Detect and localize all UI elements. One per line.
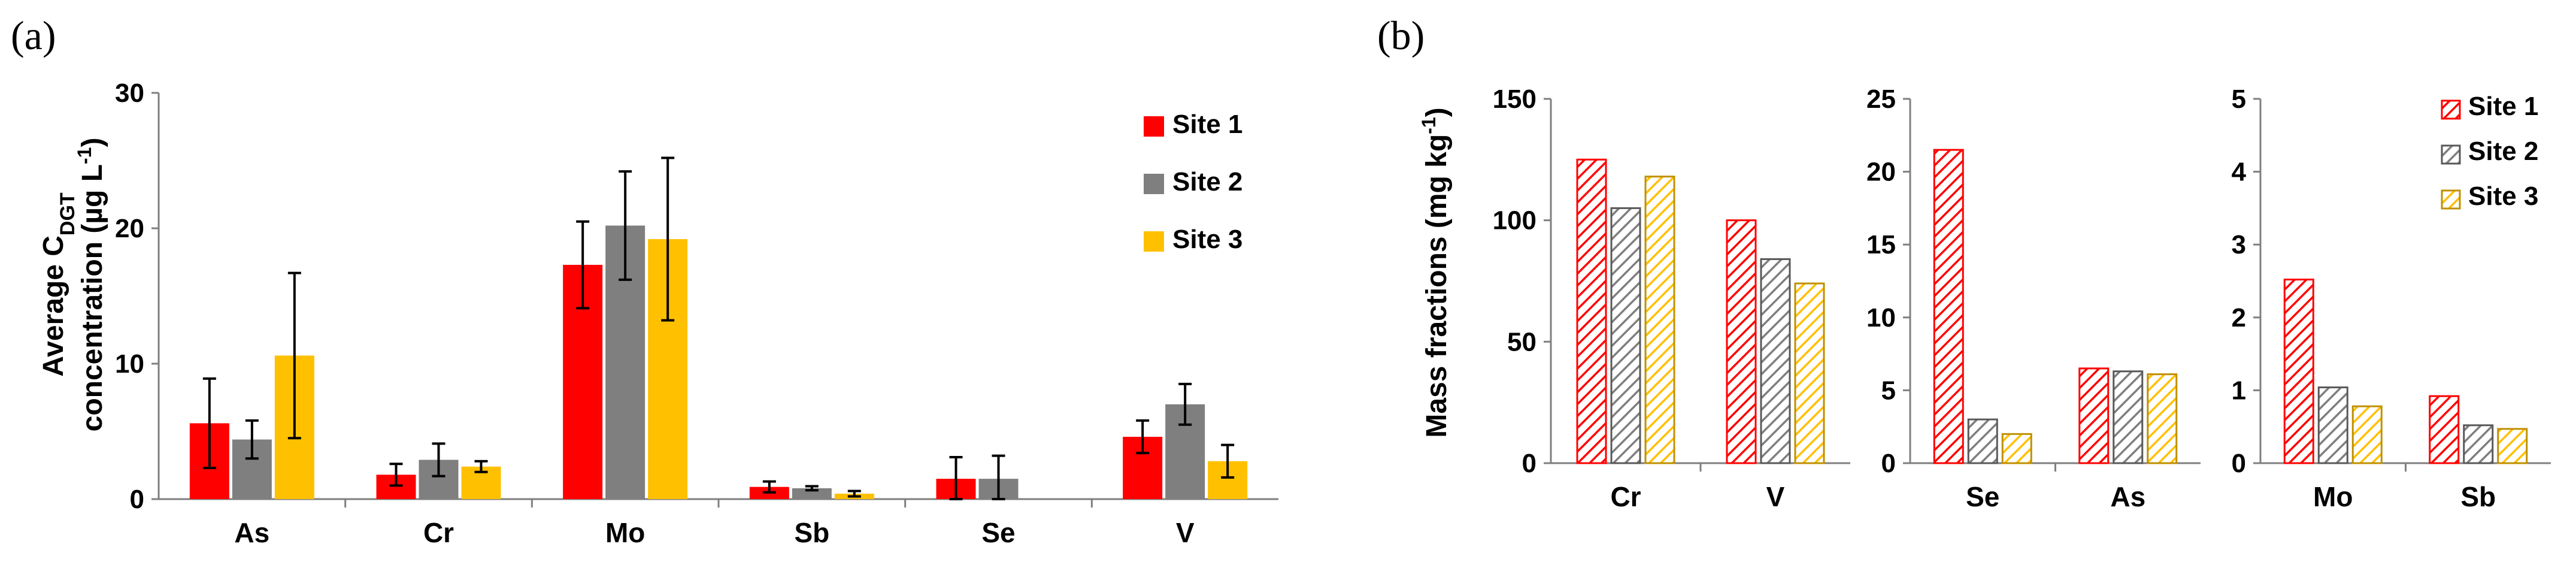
panel-a-category-As: As	[234, 517, 269, 548]
panel-a-ylabel-main: Average C	[38, 235, 69, 377]
panel-b3-bar-Sb-site2	[2463, 424, 2494, 464]
panel-a-legend-label-site2: Site 2	[1172, 167, 1242, 197]
panel-b1: 0 50 100 150 Cr V	[1493, 84, 1850, 512]
panel-b1-category-Cr: Cr	[1610, 481, 1641, 512]
panel-b1-category-V: V	[1766, 481, 1785, 512]
panel-b3-bar-Mo-site3	[2351, 405, 2383, 464]
panel-b1-bar-Cr-site1	[1576, 158, 1607, 464]
panel-b1-bar-V-site3	[1794, 282, 1825, 464]
panel-b3-bar-Sb-site1	[2429, 395, 2460, 464]
panel-b3-bar-Mo-site1	[2283, 279, 2314, 464]
panel-b-ylabel-main: Mass fractions (mg kg	[1421, 134, 1453, 438]
panel-b2-ytick-label: 15	[1866, 230, 1896, 259]
panel-b1-bar-Cr-site3	[1644, 176, 1675, 464]
panel-a-ylabel-line1: Average CDGT	[38, 192, 79, 377]
panel-a-ytick-label: 30	[115, 78, 144, 108]
panel-b-ylabel-sup: -1	[1418, 117, 1439, 134]
panel-a-category-Cr: Cr	[423, 517, 454, 548]
panel-b3: 0 1 2 3 4 5 Mo Sb Site 1 Site 2 Site 3	[2232, 84, 2551, 512]
panel-a-ylabel-conc: concentration (µg L	[77, 164, 108, 431]
panel-b1-ytick-label: 0	[1522, 449, 1536, 478]
panel-a-legend-swatch-site2	[1144, 174, 1164, 194]
panel-a-category-Mo: Mo	[605, 517, 645, 548]
panel-b3-legend-label-site3: Site 3	[2468, 182, 2538, 211]
panel-a-legend-swatch-site1	[1144, 116, 1164, 137]
panel-b3-legend-swatch-site1	[2441, 99, 2461, 120]
panel-a-category-Sb: Sb	[794, 517, 829, 548]
panel-b2-ytick-label: 5	[1881, 376, 1896, 405]
panel-b2-category-Se: Se	[1966, 481, 1999, 512]
panel-b3-ytick-label: 1	[2232, 376, 2246, 405]
panel-b3-legend-swatch-site2	[2441, 144, 2461, 165]
panel-a-ylabel-close: )	[77, 138, 108, 147]
panel-b-ylabel-close: )	[1421, 107, 1453, 117]
panel-b3-ytick-label: 5	[2232, 84, 2246, 114]
panel-b1-bar-Cr-site2	[1610, 207, 1641, 464]
panel-a-legend-label-site1: Site 1	[1172, 110, 1242, 139]
panel-b2-bar-Se-site2	[1967, 418, 1998, 464]
panel-b1-bar-V-site1	[1726, 219, 1757, 464]
panel-a-category-Se: Se	[981, 517, 1015, 548]
panel-b3-ytick-label: 3	[2232, 230, 2246, 259]
panel-b2-bar-Se-site3	[2001, 433, 2032, 464]
panel-b2-ytick-label: 0	[1881, 449, 1896, 478]
panel-b2-bar-As-site3	[2147, 373, 2178, 464]
panel-b3-legend-label-site1: Site 1	[2468, 92, 2538, 121]
panel-b3-ytick-label: 4	[2232, 158, 2247, 187]
panel-b1-ytick-label: 150	[1493, 84, 1536, 114]
panel-b2-ytick-label: 10	[1866, 303, 1896, 333]
panel-label-b: (b)	[1377, 13, 1425, 58]
panel-a-ytick-label: 20	[115, 214, 144, 243]
panel-b1-bar-V-site2	[1760, 258, 1791, 464]
panel-a-bar-Sb-site2	[792, 488, 832, 499]
panel-a-ylabel-line2: concentration (µg L-1)	[74, 138, 108, 432]
panel-b1-ytick-label: 100	[1493, 206, 1536, 235]
panel-a-legend-swatch-site3	[1144, 231, 1164, 252]
panel-b2-bar-As-site1	[2078, 367, 2110, 464]
panel-b3-ytick-label: 2	[2232, 303, 2246, 333]
panel-b3-bar-Sb-site3	[2497, 428, 2528, 464]
panel-b3-ytick-label: 0	[2232, 449, 2246, 478]
panel-a-legend-label-site3: Site 3	[1172, 225, 1242, 254]
panel-b2: 0 5 10 15 20 25 Se As	[1866, 84, 2201, 512]
panel-b3-category-Mo: Mo	[2313, 481, 2353, 512]
panel-a-ytick-label: 0	[130, 485, 144, 514]
panel-b2-ytick-label: 25	[1866, 84, 1896, 114]
panel-b3-legend-label-site2: Site 2	[2468, 137, 2538, 166]
panel-b2-ytick-label: 20	[1866, 158, 1896, 187]
panel-b2-bar-As-site2	[2113, 370, 2144, 464]
panel-a: 0 10 20 30 As Cr Mo Sb Se V Site 1 Site 2 Site 3	[115, 78, 1278, 548]
panel-b3-legend-swatch-site3	[2441, 189, 2461, 210]
panel-a-ylabel-sup: -1	[74, 147, 95, 164]
panel-b2-bar-Se-site1	[1933, 149, 1964, 464]
panel-b2-category-As: As	[2110, 481, 2145, 512]
panel-b3-bar-Mo-site2	[2317, 386, 2348, 464]
panel-b-ylabel: Mass fractions (mg kg-1)	[1418, 107, 1453, 437]
panel-b1-ytick-label: 50	[1507, 327, 1536, 356]
panel-a-ylabel-sub: DGT	[56, 192, 79, 235]
panel-label-a: (a)	[11, 13, 56, 58]
panel-a-ytick-label: 10	[115, 349, 144, 379]
panel-b3-category-Sb: Sb	[2460, 481, 2496, 512]
panel-a-category-V: V	[1176, 517, 1195, 548]
